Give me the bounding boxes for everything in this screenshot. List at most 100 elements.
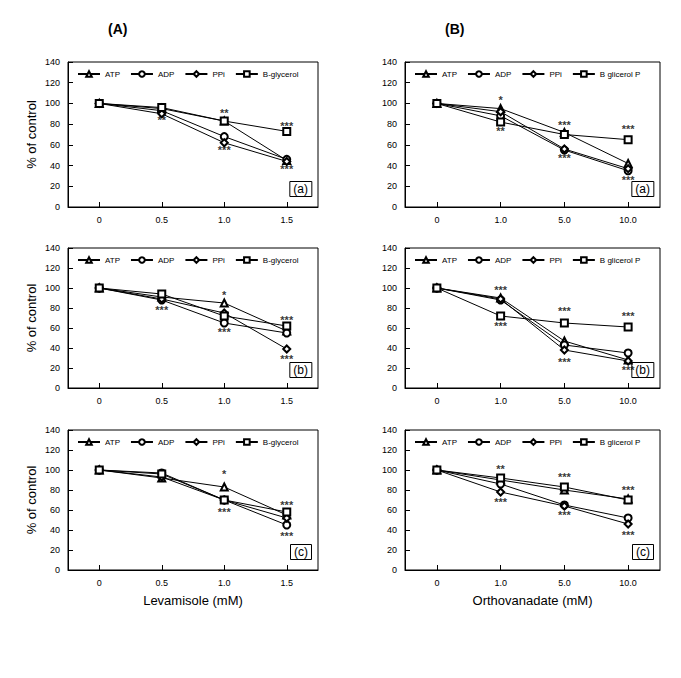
svg-text:0: 0 [55,565,60,575]
svg-text:ADP: ADP [495,438,511,447]
svg-text:1.0: 1.0 [494,215,507,225]
svg-text:ADP: ADP [495,70,511,79]
svg-text:0: 0 [97,396,102,406]
svg-text:40: 40 [50,161,60,171]
svg-text:ADP: ADP [158,438,174,447]
svg-text:1.0: 1.0 [218,396,231,406]
svg-text:(b): (b) [293,363,308,377]
svg-text:40: 40 [50,525,60,535]
svg-text:***: *** [280,530,294,542]
svg-text:100: 100 [45,98,60,108]
svg-text:ATP: ATP [442,256,457,265]
svg-text:0: 0 [392,383,397,393]
svg-text:*: * [222,468,227,480]
svg-text:ADP: ADP [158,256,174,265]
svg-text:PPi: PPi [549,70,562,79]
svg-text:0: 0 [392,565,397,575]
svg-text:140: 140 [382,243,397,253]
svg-text:B-glycerol: B-glycerol [263,256,299,265]
svg-text:120: 120 [382,263,397,273]
svg-text:140: 140 [45,425,60,435]
svg-text:0: 0 [434,396,439,406]
svg-text:0: 0 [392,202,397,212]
svg-text:40: 40 [387,343,397,353]
svg-text:120: 120 [45,263,60,273]
svg-text:(b): (b) [635,363,650,377]
svg-text:20: 20 [387,545,397,555]
svg-text:***: *** [558,356,572,368]
svg-text:***: *** [494,496,508,508]
svg-text:5.0: 5.0 [558,215,571,225]
svg-text:0.5: 0.5 [155,578,168,588]
svg-text:1.5: 1.5 [280,578,293,588]
svg-text:20: 20 [387,181,397,191]
svg-text:ATP: ATP [105,256,120,265]
svg-text:20: 20 [50,545,60,555]
svg-text:***: *** [622,529,636,541]
svg-text:(c): (c) [636,545,650,559]
svg-text:140: 140 [382,425,397,435]
svg-text:(a): (a) [293,182,308,196]
svg-text:10.0: 10.0 [619,578,637,588]
svg-text:60: 60 [50,140,60,150]
svg-text:100: 100 [382,283,397,293]
svg-text:20: 20 [50,363,60,373]
svg-text:1.5: 1.5 [280,215,293,225]
svg-text:***: *** [155,304,169,316]
svg-text:40: 40 [50,343,60,353]
svg-text:***: *** [558,509,572,521]
svg-text:(A): (A) [108,21,127,37]
svg-text:1.0: 1.0 [494,396,507,406]
svg-text:PPi: PPi [549,256,562,265]
svg-text:% of control: % of control [24,466,39,535]
svg-text:B-glycerol: B-glycerol [263,438,299,447]
svg-text:ADP: ADP [158,70,174,79]
svg-text:B glicerol P: B glicerol P [600,438,640,447]
svg-text:0.5: 0.5 [155,215,168,225]
svg-text:60: 60 [50,323,60,333]
svg-text:(c): (c) [294,545,308,559]
svg-text:80: 80 [50,485,60,495]
svg-text:***: *** [622,310,636,322]
svg-text:ATP: ATP [105,70,120,79]
svg-text:10.0: 10.0 [619,396,637,406]
svg-text:80: 80 [387,303,397,313]
svg-text:ATP: ATP [442,438,457,447]
svg-text:0: 0 [55,202,60,212]
svg-text:0: 0 [55,383,60,393]
svg-text:5.0: 5.0 [558,396,571,406]
svg-text:PPi: PPi [549,438,562,447]
svg-text:10.0: 10.0 [619,215,637,225]
svg-text:ATP: ATP [105,438,120,447]
svg-text:120: 120 [382,78,397,88]
svg-text:***: *** [218,506,232,518]
svg-text:PPi: PPi [212,438,225,447]
svg-text:120: 120 [45,78,60,88]
svg-text:1.0: 1.0 [218,578,231,588]
svg-text:Levamisole (mM): Levamisole (mM) [143,593,243,608]
svg-text:**: ** [496,463,505,475]
svg-text:40: 40 [387,161,397,171]
svg-text:100: 100 [45,465,60,475]
svg-text:1.0: 1.0 [218,215,231,225]
svg-text:140: 140 [45,243,60,253]
svg-text:PPi: PPi [212,256,225,265]
svg-text:120: 120 [45,445,60,455]
svg-text:0.5: 0.5 [155,396,168,406]
svg-text:80: 80 [50,303,60,313]
svg-text:(B): (B) [445,21,464,37]
svg-text:0: 0 [97,578,102,588]
svg-text:% of control: % of control [24,284,39,353]
svg-text:140: 140 [382,57,397,67]
svg-text:120: 120 [382,445,397,455]
svg-text:5.0: 5.0 [558,578,571,588]
svg-text:80: 80 [50,119,60,129]
svg-text:B-glycerol: B-glycerol [263,70,299,79]
svg-text:***: *** [558,305,572,317]
svg-text:1.0: 1.0 [494,578,507,588]
svg-text:Orthovanadate (mM): Orthovanadate (mM) [473,593,593,608]
svg-text:1.5: 1.5 [280,396,293,406]
svg-text:***: *** [494,320,508,332]
svg-text:100: 100 [45,283,60,293]
svg-text:0: 0 [97,215,102,225]
